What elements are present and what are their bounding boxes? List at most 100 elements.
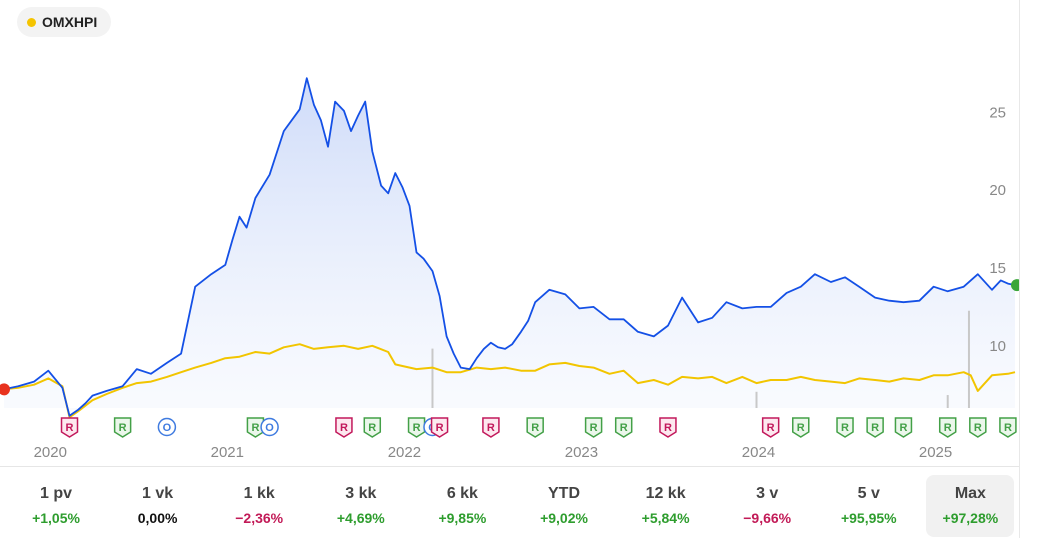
- event-marker-22[interactable]: R: [999, 417, 1017, 438]
- range-tab-1-vk[interactable]: 1 vk 0,00%: [114, 475, 202, 537]
- event-marker-21[interactable]: R: [969, 417, 987, 438]
- range-tab-change: +4,69%: [336, 510, 385, 526]
- event-marker-20[interactable]: R: [938, 417, 957, 438]
- event-label: R: [620, 422, 628, 434]
- y-tick-label-10: 10: [989, 338, 1006, 355]
- event-marker-13[interactable]: R: [614, 417, 633, 438]
- range-tab-label: 1 kk: [243, 485, 275, 502]
- event-marker-3[interactable]: R: [246, 417, 265, 438]
- event-label: R: [66, 422, 74, 434]
- range-tab-label: YTD: [548, 485, 580, 502]
- event-marker-10[interactable]: R: [482, 417, 500, 438]
- event-marker-9[interactable]: R: [430, 417, 449, 438]
- event-label: R: [664, 422, 672, 434]
- event-marker-0[interactable]: R: [60, 417, 79, 438]
- event-label: R: [487, 422, 495, 434]
- event-marker-6[interactable]: R: [363, 417, 382, 438]
- event-marker-17[interactable]: R: [836, 417, 854, 438]
- event-label: R: [871, 422, 879, 434]
- event-label: R: [340, 422, 348, 434]
- legend-dot-icon: [27, 17, 36, 27]
- x-tick-label-2021: 2021: [211, 444, 244, 461]
- event-report-icon: [430, 417, 449, 438]
- event-marker-12[interactable]: R: [584, 417, 603, 438]
- range-tab-ytd[interactable]: YTD +9,02%: [520, 475, 608, 537]
- event-dividend-icon: [969, 417, 987, 438]
- event-dividend-icon: [246, 417, 265, 438]
- event-dividend-icon: [894, 417, 913, 438]
- event-dividend-icon: [614, 417, 633, 438]
- series-start-marker: [0, 383, 10, 396]
- event-label: R: [119, 422, 127, 434]
- range-tab-label: 5 v: [857, 485, 880, 502]
- range-tab-12-kk[interactable]: 12 kk +5,84%: [622, 475, 710, 537]
- event-label: R: [797, 422, 805, 434]
- event-label: R: [590, 422, 598, 434]
- price-series-line: [3, 77, 1016, 417]
- event-dividend-icon: [999, 417, 1017, 438]
- event-label: R: [413, 422, 421, 434]
- range-tab-change: +9,02%: [540, 510, 588, 526]
- event-label: R: [531, 422, 539, 434]
- x-tick-label-2023: 2023: [565, 444, 598, 461]
- y-tick-label-25: 25: [989, 104, 1006, 121]
- event-label: R: [974, 422, 982, 434]
- event-dividend-icon: [836, 417, 854, 438]
- event-report-icon: [659, 417, 677, 438]
- legend-symbol: OMXHPI: [42, 14, 98, 30]
- range-tab-change: +95,95%: [840, 510, 897, 526]
- range-tab-change: −2,36%: [235, 510, 284, 526]
- event-marker-19[interactable]: R: [894, 417, 913, 438]
- event-dividend-icon: [938, 417, 957, 438]
- event-label: R: [368, 422, 376, 434]
- x-tick-label-2020: 2020: [34, 444, 67, 461]
- event-marker-1[interactable]: R: [113, 417, 132, 438]
- range-tab-label: 6 kk: [446, 485, 478, 502]
- x-tick-label-2022: 2022: [388, 444, 421, 461]
- range-tab-3-v[interactable]: 3 v −9,66%: [723, 475, 811, 537]
- event-marker-16[interactable]: R: [792, 417, 810, 438]
- event-report-icon: [60, 417, 79, 438]
- event-report-icon: [761, 417, 780, 438]
- index-series-line: [3, 343, 1016, 419]
- range-tab-1-pv[interactable]: 1 pv +1,05%: [12, 475, 100, 537]
- event-marker-7[interactable]: R: [407, 417, 426, 438]
- event-label: O: [163, 422, 172, 434]
- event-marker-2[interactable]: O: [157, 417, 177, 437]
- event-dividend-icon: [526, 417, 544, 438]
- price-area-fill: [4, 78, 1015, 416]
- event-label: R: [767, 422, 775, 434]
- event-marker-14[interactable]: R: [659, 417, 677, 438]
- range-tab-6-kk[interactable]: 6 kk +9,85%: [418, 475, 506, 537]
- event-marker-15[interactable]: R: [761, 417, 780, 438]
- range-tab-change: 0,00%: [137, 510, 178, 526]
- event-label: R: [251, 422, 259, 434]
- range-tab-5-v[interactable]: 5 v +95,95%: [825, 475, 913, 537]
- event-label: R: [841, 422, 849, 434]
- event-dividend-icon: [866, 417, 884, 438]
- range-tab-change: +97,28%: [942, 510, 999, 526]
- event-dividend-icon: [407, 417, 426, 438]
- event-dividend-icon: [584, 417, 603, 438]
- right-divider: [1019, 0, 1020, 538]
- legend-chip[interactable]: OMXHPI: [17, 7, 112, 37]
- event-label: R: [436, 422, 444, 434]
- y-tick-label-20: 20: [989, 182, 1006, 199]
- x-tick-label-2025: 2025: [919, 444, 952, 461]
- event-marker-18[interactable]: R: [866, 417, 884, 438]
- event-marker-11[interactable]: R: [526, 417, 544, 438]
- range-tab-3-kk[interactable]: 3 kk +4,69%: [317, 475, 405, 537]
- x-tick-label-2024: 2024: [742, 444, 775, 461]
- event-label: R: [1004, 422, 1012, 434]
- range-tab-label: 1 pv: [39, 485, 72, 502]
- range-tab-label: 3 kk: [345, 485, 377, 502]
- event-marker-5[interactable]: R: [335, 417, 353, 438]
- event-label: R: [944, 422, 952, 434]
- range-tab-change: −9,66%: [743, 510, 792, 526]
- event-label: R: [899, 422, 907, 434]
- event-o-icon: [157, 417, 177, 437]
- range-tab-1-kk[interactable]: 1 kk −2,36%: [215, 475, 303, 537]
- range-tab-max[interactable]: Max +97,28%: [926, 475, 1015, 537]
- event-marker-4[interactable]: O: [260, 417, 279, 437]
